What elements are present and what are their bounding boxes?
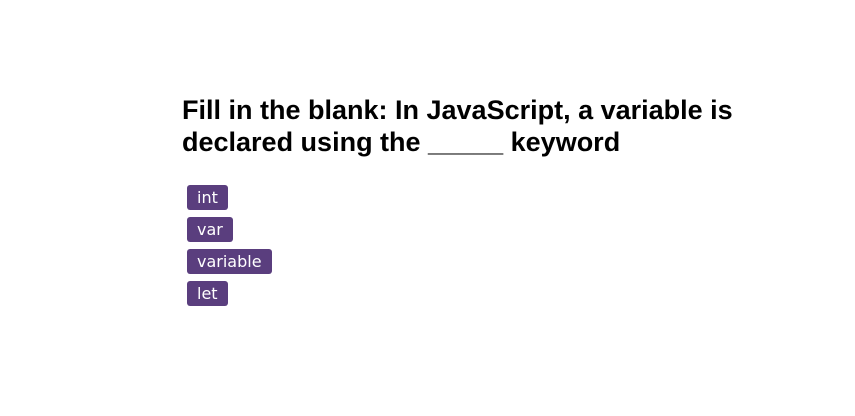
answer-option-item: let xyxy=(187,281,272,306)
answer-option-int[interactable]: int xyxy=(187,185,228,210)
answer-option-item: var xyxy=(187,217,272,242)
answer-option-let[interactable]: let xyxy=(187,281,228,306)
answer-option-var[interactable]: var xyxy=(187,217,233,242)
answer-options-list: int var variable let xyxy=(187,185,272,313)
quiz-container: Fill in the blank: In JavaScript, a vari… xyxy=(182,94,822,306)
answer-option-variable[interactable]: variable xyxy=(187,249,272,274)
answer-option-item: variable xyxy=(187,249,272,274)
question-text: Fill in the blank: In JavaScript, a vari… xyxy=(182,95,733,157)
answer-option-item: int xyxy=(187,185,272,210)
